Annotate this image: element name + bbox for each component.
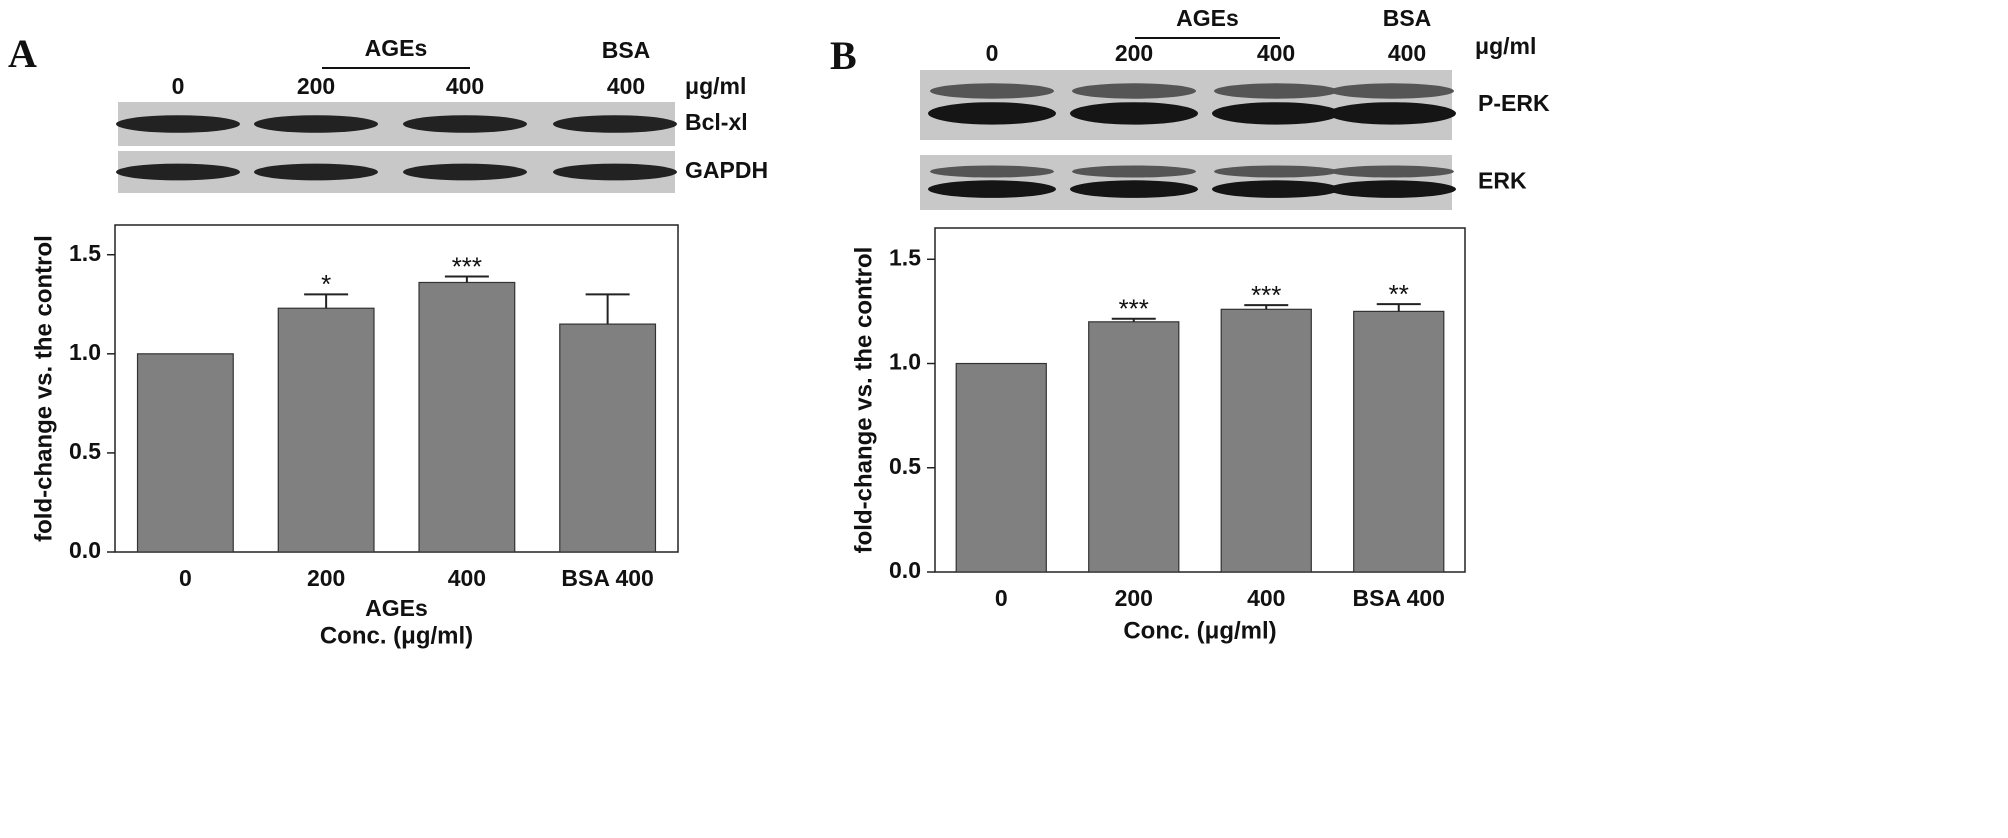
bar xyxy=(277,307,375,553)
lane-label: 0 xyxy=(986,40,999,66)
bar xyxy=(559,323,657,553)
blot-band xyxy=(1214,165,1338,178)
x-axis-label: Conc. (μg/ml) xyxy=(1123,617,1276,644)
bar xyxy=(955,362,1047,573)
blot-band xyxy=(116,115,240,133)
plot-frame xyxy=(114,224,679,553)
blot-band xyxy=(403,163,527,181)
x-tick-label: 400 xyxy=(448,565,486,591)
y-axis-label: fold-change vs. the control xyxy=(850,247,877,554)
unit-label: μg/ml xyxy=(1475,33,1536,59)
blot-band xyxy=(1330,83,1454,99)
y-tick-label: 1.0 xyxy=(69,339,101,365)
blot-band xyxy=(1212,102,1340,125)
lane-label: 200 xyxy=(1115,40,1153,66)
blot-band xyxy=(1214,83,1338,99)
lane-label: 0 xyxy=(172,73,185,99)
group-label: AGEs xyxy=(365,35,428,61)
blot-band xyxy=(1212,180,1340,198)
band-label: P-ERK xyxy=(1478,90,1550,116)
x-tick-label: 400 xyxy=(1247,585,1285,611)
x-group-label: AGEs xyxy=(365,595,428,621)
y-tick-label: 1.0 xyxy=(889,349,921,375)
blot-band xyxy=(254,163,378,181)
blot-band xyxy=(1070,180,1198,198)
lane-group-label: BSA xyxy=(602,37,651,63)
blot-band xyxy=(928,180,1056,198)
unit-label: μg/ml xyxy=(685,73,746,99)
blot-band xyxy=(1072,83,1196,99)
blot-band xyxy=(1070,102,1198,125)
lane-label: 200 xyxy=(297,73,335,99)
significance: *** xyxy=(452,251,482,281)
x-axis-label: Conc. (μg/ml) xyxy=(320,622,473,649)
blot-band xyxy=(1328,180,1456,198)
plot-frame xyxy=(934,227,1466,573)
y-tick-label: 0.0 xyxy=(889,557,921,583)
x-tick-label: 200 xyxy=(307,565,345,591)
y-tick-label: 0.0 xyxy=(69,537,101,563)
band-label: GAPDH xyxy=(685,157,768,183)
significance: ** xyxy=(1389,279,1409,309)
blot-band xyxy=(1072,165,1196,178)
blot-band xyxy=(1328,102,1456,125)
blot-band xyxy=(930,165,1054,178)
blot-band xyxy=(1330,165,1454,178)
bar xyxy=(1088,321,1180,573)
y-tick-label: 0.5 xyxy=(69,438,101,464)
x-tick-label: BSA 400 xyxy=(1353,585,1445,611)
bar xyxy=(136,353,234,553)
group-label: AGEs xyxy=(1176,5,1239,31)
band-label: ERK xyxy=(1478,168,1527,194)
x-tick-label: 0 xyxy=(179,565,192,591)
lane-label: 400 xyxy=(607,73,645,99)
x-tick-label: 200 xyxy=(1115,585,1153,611)
band-label: Bcl-xl xyxy=(685,109,748,135)
y-tick-label: 1.5 xyxy=(69,240,101,266)
blot-band xyxy=(403,115,527,133)
bar xyxy=(418,281,516,553)
blot-band xyxy=(116,163,240,181)
x-tick-label: BSA 400 xyxy=(561,565,653,591)
lane-label: 400 xyxy=(446,73,484,99)
blot-band xyxy=(254,115,378,133)
lane-group-label: BSA xyxy=(1383,5,1432,31)
blot-band xyxy=(928,102,1056,125)
y-tick-label: 0.5 xyxy=(889,453,921,479)
panel-letter: A xyxy=(8,31,37,76)
blot-band xyxy=(930,83,1054,99)
lane-label: 400 xyxy=(1388,40,1426,66)
bar xyxy=(1220,308,1312,573)
y-tick-label: 1.5 xyxy=(889,244,921,270)
panel-letter: B xyxy=(830,33,857,78)
x-tick-label: 0 xyxy=(995,585,1008,611)
significance: * xyxy=(321,269,331,299)
blot-band xyxy=(553,115,677,133)
significance: *** xyxy=(1119,294,1149,324)
bar xyxy=(1353,310,1445,573)
blot-band xyxy=(553,163,677,181)
significance: *** xyxy=(1251,280,1281,310)
lane-label: 400 xyxy=(1257,40,1295,66)
y-axis-label: fold-change vs. the control xyxy=(30,235,57,542)
